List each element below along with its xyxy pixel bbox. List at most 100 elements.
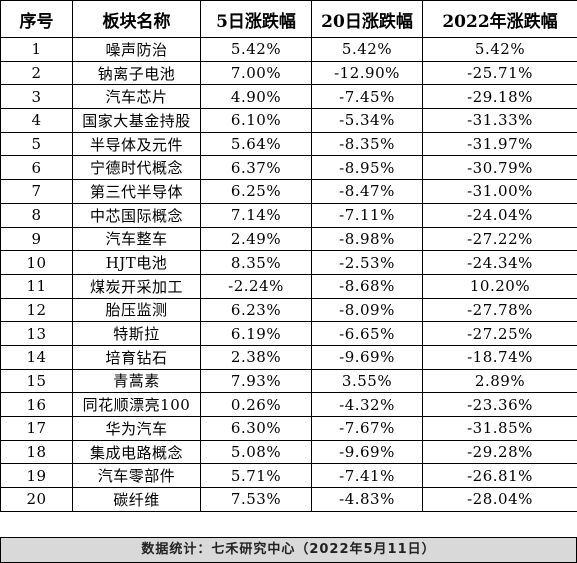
cell-index[interactable]: 6	[1, 156, 73, 180]
cell-sector-name[interactable]: 集成电路概念	[73, 440, 201, 464]
cell-2022-change[interactable]: -27.22%	[423, 227, 577, 251]
cell-5day-change[interactable]: 5.71%	[201, 464, 312, 488]
header-5day-change[interactable]: 5日涨跌幅	[201, 1, 312, 38]
cell-index[interactable]: 19	[1, 464, 73, 488]
cell-sector-name[interactable]: 汽车芯片	[73, 85, 201, 109]
cell-sector-name[interactable]: 钠离子电池	[73, 61, 201, 85]
cell-20day-change[interactable]: -4.83%	[312, 488, 423, 512]
cell-5day-change[interactable]: 6.25%	[201, 180, 312, 204]
cell-index[interactable]: 5	[1, 132, 73, 156]
cell-index[interactable]: 3	[1, 85, 73, 109]
cell-5day-change[interactable]: 5.08%	[201, 440, 312, 464]
cell-2022-change[interactable]: -23.36%	[423, 393, 577, 417]
cell-index[interactable]: 20	[1, 488, 73, 512]
cell-sector-name[interactable]: 胎压监测	[73, 298, 201, 322]
cell-5day-change[interactable]: 6.37%	[201, 156, 312, 180]
cell-sector-name[interactable]: 汽车整车	[73, 227, 201, 251]
cell-sector-name[interactable]: HJT电池	[73, 251, 201, 275]
cell-20day-change[interactable]: -8.68%	[312, 274, 423, 298]
cell-sector-name[interactable]: 半导体及元件	[73, 132, 201, 156]
cell-20day-change[interactable]: -9.69%	[312, 345, 423, 369]
header-index[interactable]: 序号	[1, 1, 73, 38]
cell-5day-change[interactable]: 2.38%	[201, 345, 312, 369]
cell-5day-change[interactable]: 6.30%	[201, 417, 312, 441]
cell-20day-change[interactable]: -8.35%	[312, 132, 423, 156]
cell-sector-name[interactable]: 特斯拉	[73, 322, 201, 346]
cell-5day-change[interactable]: 6.19%	[201, 322, 312, 346]
cell-sector-name[interactable]: 国家大基金持股	[73, 109, 201, 133]
cell-5day-change[interactable]: 6.23%	[201, 298, 312, 322]
cell-index[interactable]: 14	[1, 345, 73, 369]
cell-index[interactable]: 16	[1, 393, 73, 417]
cell-sector-name[interactable]: 煤炭开采加工	[73, 274, 201, 298]
cell-5day-change[interactable]: 8.35%	[201, 251, 312, 275]
cell-5day-change[interactable]: 2.49%	[201, 227, 312, 251]
cell-sector-name[interactable]: 华为汽车	[73, 417, 201, 441]
cell-20day-change[interactable]: -7.41%	[312, 464, 423, 488]
cell-2022-change[interactable]: -25.71%	[423, 61, 577, 85]
cell-index[interactable]: 8	[1, 203, 73, 227]
cell-2022-change[interactable]: -24.04%	[423, 203, 577, 227]
cell-sector-name[interactable]: 培育钻石	[73, 345, 201, 369]
cell-5day-change[interactable]: 7.14%	[201, 203, 312, 227]
cell-20day-change[interactable]: -7.11%	[312, 203, 423, 227]
cell-20day-change[interactable]: -9.69%	[312, 440, 423, 464]
cell-20day-change[interactable]: -6.65%	[312, 322, 423, 346]
cell-index[interactable]: 4	[1, 109, 73, 133]
cell-20day-change[interactable]: -8.95%	[312, 156, 423, 180]
cell-2022-change[interactable]: -31.33%	[423, 109, 577, 133]
cell-5day-change[interactable]: 0.26%	[201, 393, 312, 417]
cell-2022-change[interactable]: -18.74%	[423, 345, 577, 369]
cell-index[interactable]: 9	[1, 227, 73, 251]
cell-sector-name[interactable]: 青蒿素	[73, 369, 201, 393]
cell-sector-name[interactable]: 第三代半导体	[73, 180, 201, 204]
cell-5day-change[interactable]: 6.10%	[201, 109, 312, 133]
cell-20day-change[interactable]: -2.53%	[312, 251, 423, 275]
cell-2022-change[interactable]: -30.79%	[423, 156, 577, 180]
cell-index[interactable]: 18	[1, 440, 73, 464]
cell-2022-change[interactable]: -28.04%	[423, 488, 577, 512]
cell-5day-change[interactable]: 7.53%	[201, 488, 312, 512]
cell-sector-name[interactable]: 汽车零部件	[73, 464, 201, 488]
cell-20day-change[interactable]: -8.47%	[312, 180, 423, 204]
cell-20day-change[interactable]: -7.45%	[312, 85, 423, 109]
cell-5day-change[interactable]: 4.90%	[201, 85, 312, 109]
cell-index[interactable]: 17	[1, 417, 73, 441]
cell-2022-change[interactable]: -24.34%	[423, 251, 577, 275]
cell-20day-change[interactable]: 3.55%	[312, 369, 423, 393]
cell-sector-name[interactable]: 同花顺漂亮100	[73, 393, 201, 417]
cell-20day-change[interactable]: -5.34%	[312, 109, 423, 133]
cell-2022-change[interactable]: -26.81%	[423, 464, 577, 488]
cell-sector-name[interactable]: 碳纤维	[73, 488, 201, 512]
cell-index[interactable]: 15	[1, 369, 73, 393]
cell-sector-name[interactable]: 宁德时代概念	[73, 156, 201, 180]
cell-5day-change[interactable]: -2.24%	[201, 274, 312, 298]
cell-20day-change[interactable]: -7.67%	[312, 417, 423, 441]
cell-20day-change[interactable]: -12.90%	[312, 61, 423, 85]
header-sector-name[interactable]: 板块名称	[73, 1, 201, 38]
cell-index[interactable]: 11	[1, 274, 73, 298]
cell-2022-change[interactable]: -27.78%	[423, 298, 577, 322]
cell-sector-name[interactable]: 噪声防治	[73, 38, 201, 62]
cell-5day-change[interactable]: 7.00%	[201, 61, 312, 85]
cell-2022-change[interactable]: -31.00%	[423, 180, 577, 204]
cell-20day-change[interactable]: -8.98%	[312, 227, 423, 251]
header-2022-change[interactable]: 2022年涨跌幅	[423, 1, 577, 38]
cell-2022-change[interactable]: 5.42%	[423, 38, 577, 62]
cell-index[interactable]: 12	[1, 298, 73, 322]
cell-index[interactable]: 1	[1, 38, 73, 62]
header-20day-change[interactable]: 20日涨跌幅	[312, 1, 423, 38]
cell-index[interactable]: 2	[1, 61, 73, 85]
cell-20day-change[interactable]: 5.42%	[312, 38, 423, 62]
cell-5day-change[interactable]: 5.64%	[201, 132, 312, 156]
cell-5day-change[interactable]: 5.42%	[201, 38, 312, 62]
cell-2022-change[interactable]: -29.18%	[423, 85, 577, 109]
cell-2022-change[interactable]: -27.25%	[423, 322, 577, 346]
cell-sector-name[interactable]: 中芯国际概念	[73, 203, 201, 227]
cell-20day-change[interactable]: -8.09%	[312, 298, 423, 322]
cell-2022-change[interactable]: -31.85%	[423, 417, 577, 441]
cell-index[interactable]: 10	[1, 251, 73, 275]
cell-2022-change[interactable]: -29.28%	[423, 440, 577, 464]
cell-index[interactable]: 13	[1, 322, 73, 346]
cell-2022-change[interactable]: -31.97%	[423, 132, 577, 156]
